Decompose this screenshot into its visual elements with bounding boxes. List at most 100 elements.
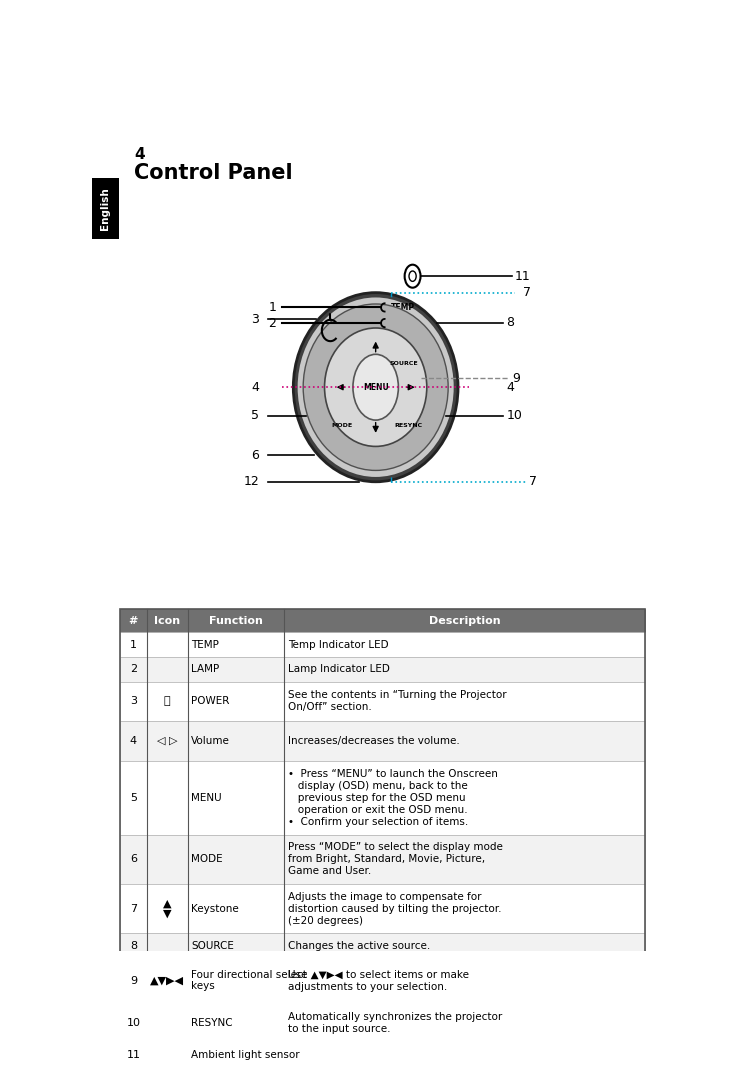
- Text: Control Panel: Control Panel: [134, 163, 293, 184]
- Text: 4: 4: [507, 380, 514, 394]
- Text: 4: 4: [134, 147, 145, 162]
- Text: LAMP: LAMP: [391, 318, 415, 328]
- Text: Use ▲▼▶◀ to select items or make
adjustments to your selection.: Use ▲▼▶◀ to select items or make adjustm…: [287, 970, 468, 991]
- Text: 10: 10: [126, 1018, 141, 1027]
- FancyBboxPatch shape: [120, 834, 147, 884]
- Text: 11: 11: [515, 270, 531, 283]
- Text: RESYNC: RESYNC: [395, 423, 423, 428]
- FancyBboxPatch shape: [284, 657, 645, 681]
- FancyBboxPatch shape: [147, 632, 188, 657]
- FancyBboxPatch shape: [284, 721, 645, 760]
- FancyBboxPatch shape: [147, 721, 188, 760]
- Text: 3: 3: [251, 313, 259, 326]
- FancyBboxPatch shape: [284, 760, 645, 834]
- Text: MODE: MODE: [191, 854, 223, 864]
- Text: 5: 5: [130, 792, 137, 802]
- Text: Description: Description: [429, 616, 501, 626]
- FancyBboxPatch shape: [147, 681, 188, 721]
- FancyBboxPatch shape: [120, 657, 147, 681]
- Text: POWER: POWER: [191, 696, 229, 706]
- Text: Lamp Indicator LED: Lamp Indicator LED: [287, 664, 389, 674]
- Text: ◁ ▷: ◁ ▷: [157, 736, 177, 745]
- FancyBboxPatch shape: [284, 884, 645, 933]
- FancyBboxPatch shape: [147, 657, 188, 681]
- Text: Automatically synchronizes the projector
to the input source.: Automatically synchronizes the projector…: [287, 1011, 502, 1034]
- FancyBboxPatch shape: [188, 1042, 284, 1067]
- Text: 9: 9: [130, 975, 137, 986]
- FancyBboxPatch shape: [188, 681, 284, 721]
- FancyBboxPatch shape: [120, 681, 147, 721]
- Text: Temp Indicator LED: Temp Indicator LED: [287, 640, 388, 649]
- Text: 9: 9: [512, 372, 520, 384]
- Text: ▲▼▶◀: ▲▼▶◀: [150, 975, 184, 986]
- FancyBboxPatch shape: [284, 609, 645, 632]
- FancyBboxPatch shape: [284, 834, 645, 884]
- Circle shape: [353, 355, 399, 420]
- Text: 6: 6: [251, 449, 259, 461]
- Text: Changes the active source.: Changes the active source.: [287, 941, 430, 951]
- Text: See the contents in “Turning the Projector
On/Off” section.: See the contents in “Turning the Project…: [287, 690, 507, 712]
- Text: 4: 4: [130, 736, 137, 745]
- Text: 5: 5: [251, 409, 259, 422]
- Text: Adjusts the image to compensate for
distortion caused by tilting the projector.
: Adjusts the image to compensate for dist…: [287, 892, 501, 926]
- Text: 3: 3: [130, 696, 137, 706]
- Text: RESYNC: RESYNC: [191, 1018, 232, 1027]
- Text: TEMP: TEMP: [391, 303, 415, 312]
- Text: 10: 10: [507, 409, 522, 422]
- FancyBboxPatch shape: [284, 1003, 645, 1042]
- FancyBboxPatch shape: [120, 609, 147, 632]
- FancyBboxPatch shape: [120, 933, 147, 958]
- Text: SOURCE: SOURCE: [191, 941, 234, 951]
- FancyBboxPatch shape: [120, 721, 147, 760]
- Text: Ambient light sensor: Ambient light sensor: [191, 1050, 300, 1059]
- FancyBboxPatch shape: [284, 1042, 645, 1067]
- Text: 1: 1: [268, 301, 276, 314]
- Text: 4: 4: [251, 380, 259, 394]
- FancyBboxPatch shape: [188, 609, 284, 632]
- FancyBboxPatch shape: [188, 657, 284, 681]
- Text: Keystone: Keystone: [191, 904, 239, 913]
- Text: 7: 7: [130, 904, 137, 913]
- Text: 6: 6: [130, 854, 137, 864]
- FancyBboxPatch shape: [284, 933, 645, 958]
- FancyBboxPatch shape: [188, 721, 284, 760]
- FancyBboxPatch shape: [147, 933, 188, 958]
- Ellipse shape: [303, 304, 448, 470]
- FancyBboxPatch shape: [284, 681, 645, 721]
- Ellipse shape: [325, 328, 427, 446]
- Text: 8: 8: [130, 941, 137, 951]
- Text: MODE: MODE: [332, 423, 353, 428]
- Text: 7: 7: [523, 286, 531, 299]
- FancyBboxPatch shape: [147, 609, 188, 632]
- FancyBboxPatch shape: [147, 834, 188, 884]
- Text: Press “MODE” to select the display mode
from Bright, Standard, Movie, Picture,
G: Press “MODE” to select the display mode …: [287, 843, 503, 876]
- FancyBboxPatch shape: [188, 632, 284, 657]
- Text: Increases/decreases the volume.: Increases/decreases the volume.: [287, 736, 460, 745]
- Text: MENU: MENU: [191, 792, 221, 802]
- Text: 1: 1: [130, 640, 137, 649]
- Text: ▲
▼: ▲ ▼: [163, 898, 172, 918]
- FancyBboxPatch shape: [188, 933, 284, 958]
- FancyBboxPatch shape: [147, 1042, 188, 1067]
- Text: 11: 11: [126, 1050, 141, 1059]
- Text: 2: 2: [268, 316, 276, 330]
- FancyBboxPatch shape: [188, 958, 284, 1003]
- FancyBboxPatch shape: [188, 884, 284, 933]
- FancyBboxPatch shape: [120, 958, 147, 1003]
- Text: TEMP: TEMP: [191, 640, 219, 649]
- Text: 8: 8: [507, 316, 515, 329]
- Text: #: #: [129, 616, 138, 626]
- Text: MENU: MENU: [363, 382, 388, 392]
- Text: 7: 7: [529, 475, 537, 488]
- Text: ⏻: ⏻: [164, 696, 171, 706]
- FancyBboxPatch shape: [120, 632, 147, 657]
- FancyBboxPatch shape: [147, 958, 188, 1003]
- FancyBboxPatch shape: [284, 958, 645, 1003]
- FancyBboxPatch shape: [284, 632, 645, 657]
- Text: Four directional select
keys: Four directional select keys: [191, 970, 307, 991]
- Ellipse shape: [297, 297, 454, 478]
- FancyBboxPatch shape: [147, 1003, 188, 1042]
- Text: Volume: Volume: [191, 736, 230, 745]
- Text: SOURCE: SOURCE: [389, 361, 418, 366]
- Text: 2: 2: [130, 664, 137, 674]
